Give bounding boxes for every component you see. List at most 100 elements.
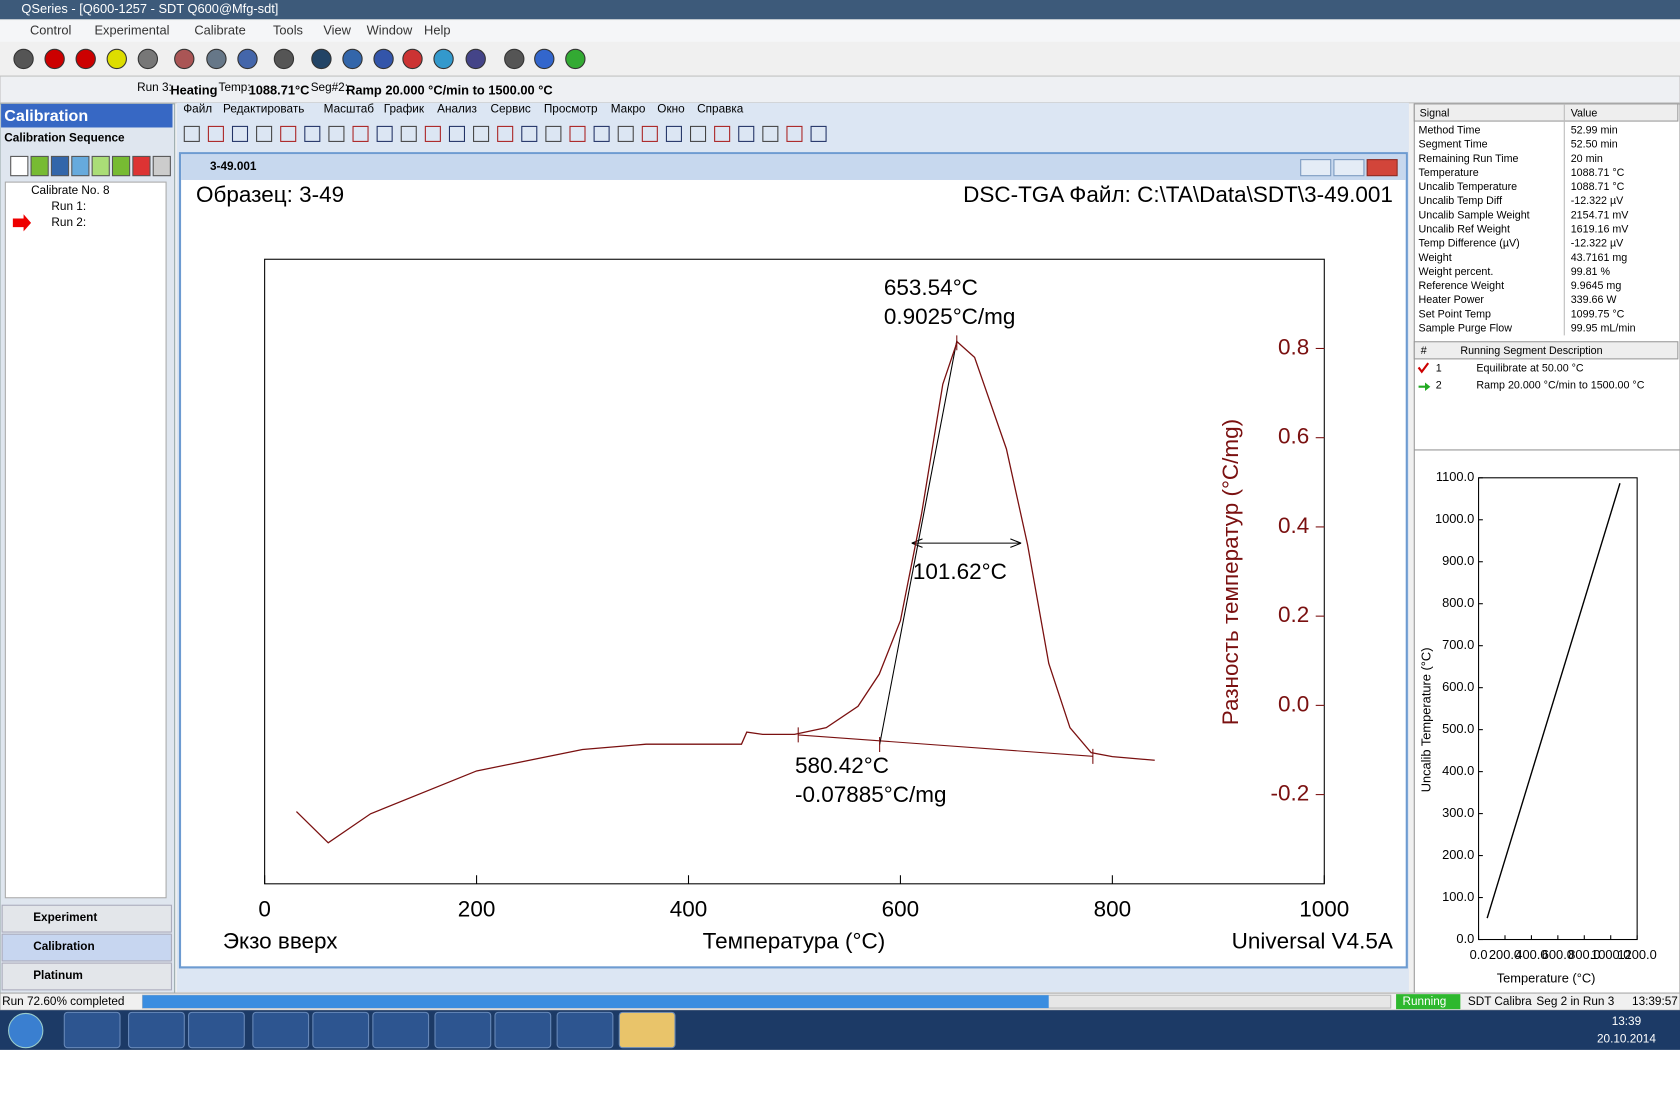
- y-tick-label: 0.0: [1278, 691, 1309, 716]
- toolbar-icon[interactable]: [311, 48, 332, 70]
- chart-toolbar-icon[interactable]: [569, 125, 586, 142]
- chart-toolbar-icon[interactable]: [280, 125, 297, 142]
- toolbar-icon[interactable]: [174, 48, 195, 70]
- inner-menu-item[interactable]: График: [384, 102, 425, 115]
- menu-item[interactable]: Window: [367, 22, 413, 37]
- tree-item[interactable]: Calibrate No. 8: [31, 184, 110, 197]
- chart-toolbar-icon[interactable]: [400, 125, 417, 142]
- chart-toolbar-icon[interactable]: [183, 125, 200, 142]
- sequence-toolbar-icon[interactable]: [71, 155, 90, 177]
- inner-menu-item[interactable]: Справка: [697, 102, 744, 115]
- x-axis-label: Температура (°C): [703, 929, 886, 954]
- panel-subtitle: Calibration Sequence: [4, 131, 125, 144]
- menu-item[interactable]: Experimental: [95, 22, 170, 37]
- chart-toolbar-icon[interactable]: [424, 125, 441, 142]
- tree-item[interactable]: Run 2:: [51, 216, 86, 229]
- nav-button[interactable]: [1, 904, 172, 933]
- inner-menu-item[interactable]: Просмотр: [544, 102, 598, 115]
- inner-menu-item[interactable]: Анализ: [437, 102, 477, 115]
- menu-item[interactable]: Control: [30, 22, 71, 37]
- menu-item[interactable]: Calibrate: [194, 22, 245, 37]
- toolbar-icon[interactable]: [13, 48, 34, 70]
- toolbar-icon[interactable]: [273, 48, 295, 70]
- chart-toolbar-icon[interactable]: [448, 125, 465, 142]
- toolbar-icon[interactable]: [44, 48, 65, 70]
- toolbar-icon[interactable]: [565, 48, 586, 70]
- taskbar-button[interactable]: [494, 1011, 552, 1049]
- chart-toolbar-icon[interactable]: [641, 125, 658, 142]
- chart-toolbar-icon[interactable]: [304, 125, 321, 142]
- chart-toolbar-icon[interactable]: [328, 125, 345, 142]
- taskbar-button[interactable]: [556, 1011, 614, 1049]
- minimize-button[interactable]: [1300, 159, 1332, 177]
- inner-menu-item[interactable]: Окно: [657, 102, 685, 115]
- chart-toolbar-icon[interactable]: [497, 125, 514, 142]
- tree-item[interactable]: Run 1:: [51, 200, 86, 213]
- inner-menu-item[interactable]: Масштаб: [324, 102, 375, 115]
- toolbar-icon[interactable]: [465, 48, 486, 70]
- inner-menu-item[interactable]: Сервис: [491, 102, 531, 115]
- chart-toolbar-icon[interactable]: [810, 125, 827, 142]
- nav-button[interactable]: [1, 933, 172, 962]
- chart-toolbar-icon[interactable]: [376, 125, 393, 142]
- chart-toolbar-icon[interactable]: [352, 125, 369, 142]
- menu-item[interactable]: Help: [424, 22, 450, 37]
- close-button[interactable]: [1366, 159, 1398, 177]
- chart-toolbar-icon[interactable]: [593, 125, 610, 142]
- taskbar-button[interactable]: [252, 1011, 310, 1049]
- toolbar-icon[interactable]: [237, 48, 258, 70]
- signal-cell: Weight percent.: [1419, 266, 1494, 278]
- baseline: [798, 734, 1093, 757]
- chart-toolbar-icon[interactable]: [786, 125, 803, 142]
- sequence-toolbar-icon[interactable]: [30, 155, 49, 177]
- chart-toolbar-icon[interactable]: [207, 125, 224, 142]
- menu-item[interactable]: Tools: [273, 22, 303, 37]
- toolbar-icon[interactable]: [504, 48, 525, 70]
- chart-toolbar-icon[interactable]: [231, 125, 249, 142]
- chart-toolbar-icon[interactable]: [473, 125, 490, 142]
- signal-cell: Set Point Temp: [1419, 308, 1491, 320]
- start-button[interactable]: [8, 1012, 44, 1049]
- chart-toolbar-icon[interactable]: [665, 125, 682, 142]
- toolbar-icon[interactable]: [402, 48, 423, 70]
- segment-cell: 2: [1436, 379, 1442, 391]
- toolbar-icon[interactable]: [433, 48, 454, 70]
- chart-toolbar-icon[interactable]: [521, 125, 538, 142]
- chart-toolbar-icon[interactable]: [689, 125, 707, 142]
- maximize-button[interactable]: [1333, 159, 1365, 177]
- sequence-toolbar-icon[interactable]: [111, 155, 131, 177]
- taskbar-button[interactable]: [312, 1011, 370, 1049]
- taskbar-button[interactable]: [618, 1011, 676, 1049]
- sequence-toolbar-icon[interactable]: [10, 155, 29, 177]
- toolbar-icon[interactable]: [373, 48, 394, 70]
- nav-button[interactable]: [1, 962, 172, 991]
- y-tick-label: 100.0: [1442, 889, 1474, 904]
- taskbar-button[interactable]: [63, 1011, 121, 1049]
- taskbar-button[interactable]: [128, 1011, 185, 1049]
- chart-toolbar-icon[interactable]: [714, 125, 731, 142]
- toolbar-icon[interactable]: [106, 48, 127, 70]
- sequence-toolbar-icon[interactable]: [152, 155, 171, 177]
- toolbar-icon[interactable]: [206, 48, 227, 70]
- chart-toolbar-icon[interactable]: [762, 125, 779, 142]
- toolbar-icon[interactable]: [137, 48, 159, 70]
- chart-toolbar-icon[interactable]: [256, 125, 273, 142]
- current-arrow: [1418, 382, 1431, 392]
- toolbar-icon[interactable]: [534, 48, 555, 70]
- inner-menu-item[interactable]: Файл: [183, 102, 212, 115]
- inner-menu-item[interactable]: Макро: [611, 102, 646, 115]
- sequence-toolbar-icon[interactable]: [132, 155, 151, 177]
- taskbar-button[interactable]: [188, 1011, 245, 1049]
- sequence-toolbar-icon[interactable]: [50, 155, 70, 177]
- toolbar-icon[interactable]: [342, 48, 363, 70]
- taskbar-button[interactable]: [372, 1011, 430, 1049]
- toolbar-icon[interactable]: [75, 48, 96, 70]
- sequence-toolbar-icon[interactable]: [91, 155, 110, 177]
- chart-toolbar-icon[interactable]: [738, 125, 755, 142]
- chart-toolbar-icon[interactable]: [617, 125, 634, 142]
- signal-cell: 1088.71 °C: [1571, 167, 1625, 179]
- chart-toolbar-icon[interactable]: [545, 125, 562, 142]
- inner-menu-item[interactable]: Редактировать: [223, 102, 304, 115]
- taskbar-button[interactable]: [434, 1011, 492, 1049]
- menu-item[interactable]: View: [323, 22, 351, 37]
